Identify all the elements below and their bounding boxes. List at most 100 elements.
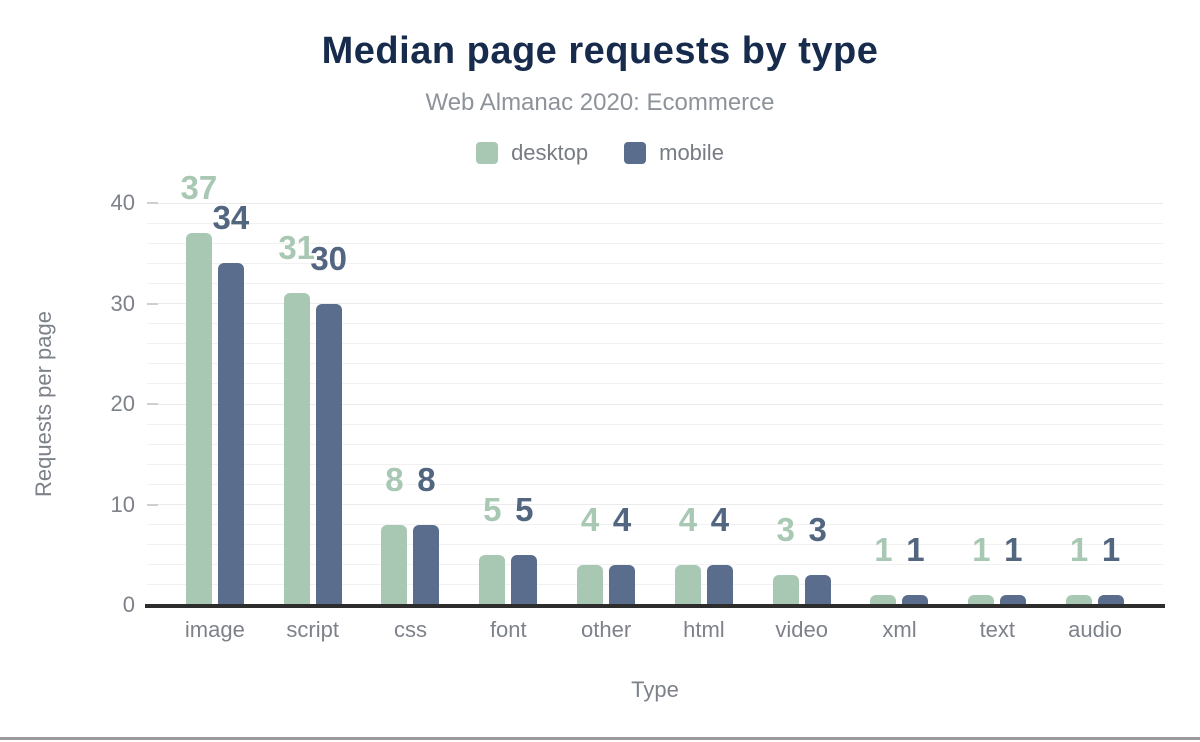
x-tick-label-html: html xyxy=(683,617,725,642)
chart-subtitle: Web Almanac 2020: Ecommerce xyxy=(425,89,775,116)
gridline-y-36 xyxy=(147,242,1163,244)
x-tick-label-script: script xyxy=(286,617,339,642)
bar-desktop-html xyxy=(674,564,701,605)
y-tick-mark-20 xyxy=(147,403,158,405)
plot-area: 37 34 31 30 8 8 5 5 4 4 4 4 3 3 1 1 1 1 1 1 xyxy=(147,171,1163,605)
value-label-desktop-script: 31 xyxy=(278,229,316,267)
bar-mobile-audio xyxy=(1098,594,1125,605)
legend-label-desktop: desktop xyxy=(511,140,589,165)
bar-desktop-other xyxy=(577,564,604,605)
value-label-desktop-font: 5 xyxy=(483,490,502,528)
value-label-desktop-xml: 1 xyxy=(874,530,893,568)
gridline-y-30 xyxy=(147,303,1163,304)
y-tick-mark-30 xyxy=(147,302,158,305)
value-label-desktop-other: 4 xyxy=(580,500,600,538)
y-tick-label-20: 20 xyxy=(110,391,135,416)
bar-mobile-image xyxy=(217,263,244,605)
y-tick-mark-40 xyxy=(147,202,158,204)
bar-mobile-other xyxy=(609,564,636,605)
legend-swatch-desktop xyxy=(476,142,499,164)
bar-desktop-text xyxy=(968,594,995,605)
gridline-y-32 xyxy=(147,282,1163,284)
y-axis-title: Requests per page xyxy=(31,311,56,497)
bar-desktop-script xyxy=(283,293,310,605)
value-label-desktop-image: 37 xyxy=(180,169,218,207)
gridline-y-38 xyxy=(147,222,1163,224)
value-label-mobile-image: 34 xyxy=(212,199,250,237)
gridline-y-34 xyxy=(147,262,1163,264)
value-label-mobile-font: 5 xyxy=(515,490,534,528)
gridline-y-24 xyxy=(147,363,1163,365)
bar-desktop-video xyxy=(772,574,799,605)
gridline-y-22 xyxy=(147,383,1163,385)
gridline-y-14 xyxy=(147,463,1163,465)
bar-mobile-font xyxy=(511,554,538,605)
gridline-y-4 xyxy=(147,564,1163,566)
gridline-y-26 xyxy=(147,343,1163,345)
x-tick-label-xml: xml xyxy=(882,617,917,642)
value-label-mobile-audio: 1 xyxy=(1101,530,1121,568)
x-tick-label-video: video xyxy=(775,617,828,642)
legend-item-desktop: desktop xyxy=(476,140,588,166)
bar-desktop-image xyxy=(185,233,212,605)
bar-desktop-css xyxy=(381,524,408,605)
gridline-y-16 xyxy=(147,443,1163,445)
y-tick-label-0: 0 xyxy=(122,592,135,617)
x-tick-label-font: font xyxy=(489,617,527,642)
gridline-y-2 xyxy=(147,584,1163,586)
value-label-desktop-video: 3 xyxy=(776,510,795,548)
value-label-desktop-html: 4 xyxy=(678,500,698,538)
value-label-mobile-html: 4 xyxy=(710,500,730,538)
value-label-desktop-audio: 1 xyxy=(1069,530,1089,568)
gridline-y-28 xyxy=(147,323,1163,325)
value-label-desktop-text: 1 xyxy=(972,530,991,568)
gridline-y-6 xyxy=(147,544,1163,546)
category-script: 31 30 xyxy=(264,203,362,605)
legend-swatch-mobile xyxy=(624,142,647,164)
y-tick-label-40: 40 xyxy=(110,190,135,215)
bar-mobile-text xyxy=(1000,594,1027,605)
value-label-mobile-text: 1 xyxy=(1004,530,1023,568)
bar-mobile-css xyxy=(413,524,440,605)
gridline-y-8 xyxy=(147,524,1163,526)
gridline-y-20 xyxy=(147,403,1163,405)
value-label-mobile-xml: 1 xyxy=(906,530,925,568)
legend: desktop mobile xyxy=(0,140,1200,166)
gridline-y-18 xyxy=(147,423,1163,425)
x-axis-line xyxy=(145,604,1165,608)
x-tick-label-css: css xyxy=(394,617,427,642)
value-label-desktop-css: 8 xyxy=(385,460,404,498)
gridline-y-40 xyxy=(147,202,1163,204)
value-label-mobile-other: 4 xyxy=(612,500,632,538)
legend-label-mobile: mobile xyxy=(659,140,724,165)
bar-mobile-html xyxy=(706,564,733,605)
bar-mobile-xml xyxy=(902,594,929,605)
bottom-divider xyxy=(0,737,1200,740)
legend-item-mobile: mobile xyxy=(624,140,724,166)
x-tick-label-text: text xyxy=(979,617,1016,642)
bar-desktop-font xyxy=(479,554,506,605)
gridline-y-10 xyxy=(147,504,1163,505)
y-tick-mark-10 xyxy=(147,503,158,506)
x-tick-label-other: other xyxy=(581,617,632,642)
y-tick-label-30: 30 xyxy=(110,290,135,316)
y-tick-label-10: 10 xyxy=(110,491,135,517)
bar-mobile-video xyxy=(804,574,831,605)
value-label-mobile-script: 30 xyxy=(310,239,348,277)
x-tick-label-audio: audio xyxy=(1068,617,1123,642)
x-axis-title: Type xyxy=(631,677,679,702)
gridline-y-12 xyxy=(147,483,1163,485)
chart-title: Median page requests by type xyxy=(321,30,879,72)
x-tick-label-image: image xyxy=(184,617,245,642)
category-image: 37 34 xyxy=(166,171,264,605)
value-label-mobile-css: 8 xyxy=(417,460,436,498)
bar-mobile-script xyxy=(315,303,342,605)
